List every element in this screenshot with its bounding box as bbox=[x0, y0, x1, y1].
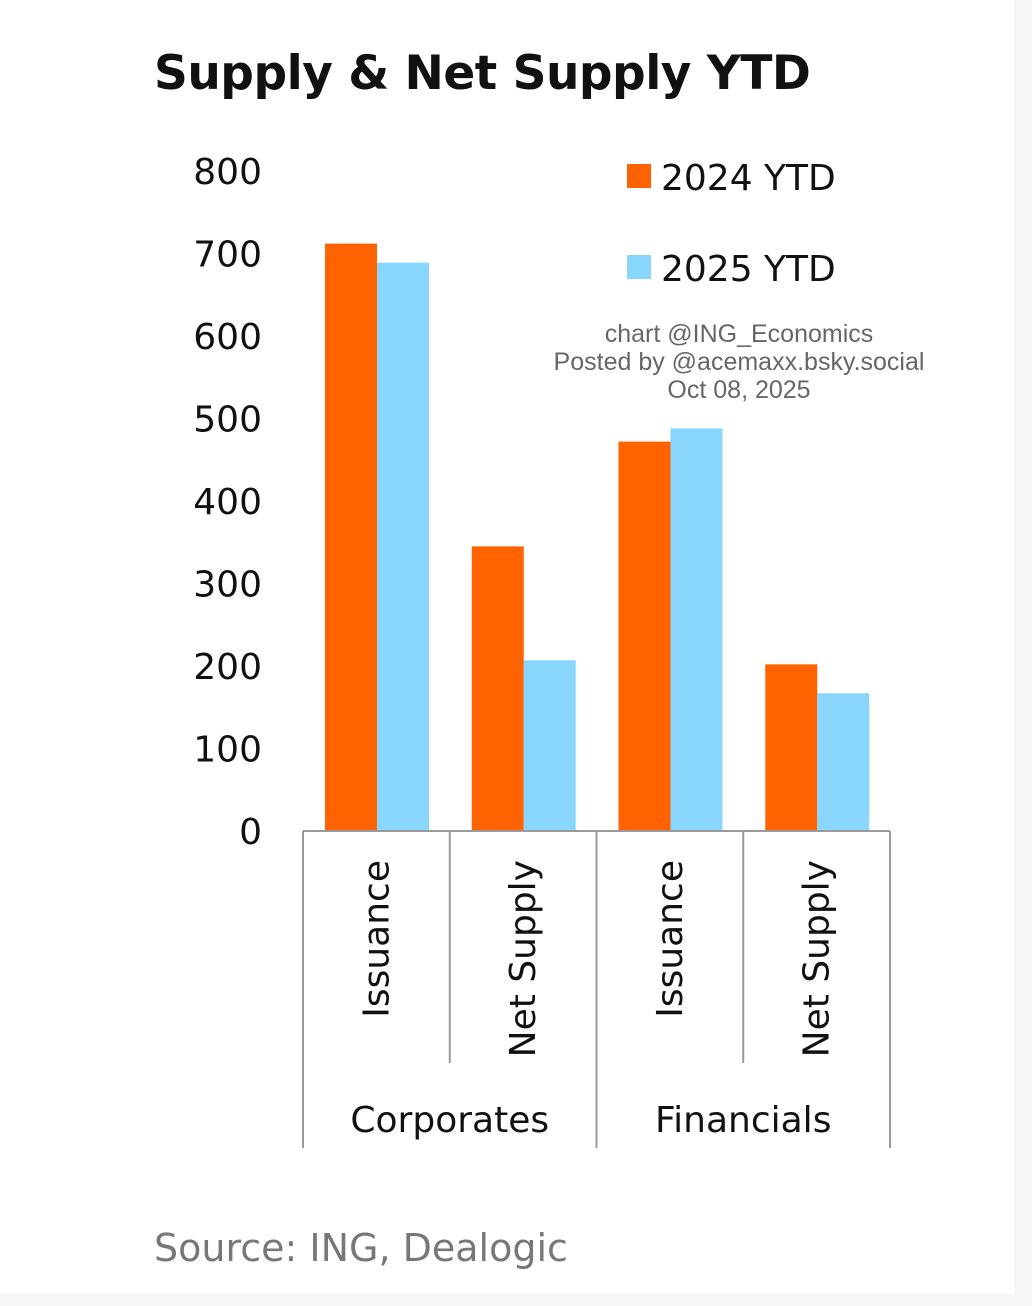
source-note: Source: ING, Dealogic bbox=[154, 1226, 568, 1270]
legend-swatch-2024 bbox=[627, 164, 651, 188]
bar-2025-3 bbox=[817, 693, 870, 831]
y-tick-label-0: 0 bbox=[239, 812, 262, 853]
bar-2024-0 bbox=[325, 243, 377, 832]
legend-label-2025: 2025 YTD bbox=[661, 249, 836, 290]
legend-swatch-2025 bbox=[627, 255, 651, 279]
bar-2024-2 bbox=[618, 441, 671, 831]
bar-2025-0 bbox=[377, 262, 429, 831]
legend-label-2024: 2024 YTD bbox=[661, 158, 836, 199]
x-category-label-0: Issuance bbox=[356, 860, 397, 1018]
y-tick-label-400: 400 bbox=[193, 482, 262, 523]
x-category-label-2: Issuance bbox=[650, 860, 691, 1018]
y-tick-label-800: 800 bbox=[193, 152, 262, 193]
y-tick-label-700: 700 bbox=[193, 235, 262, 276]
x-group-label-financials: Financials bbox=[655, 1100, 831, 1141]
y-tick-label-100: 100 bbox=[193, 730, 262, 771]
bar-2025-2 bbox=[670, 428, 723, 831]
watermark-line-3: Oct 08, 2025 bbox=[667, 376, 811, 404]
y-tick-label-200: 200 bbox=[193, 647, 262, 688]
frame-bottom bbox=[0, 1294, 1032, 1306]
y-tick-label-300: 300 bbox=[193, 565, 262, 606]
watermark-line-2: Posted by @acemaxx.bsky.social bbox=[553, 348, 925, 376]
y-tick-label-500: 500 bbox=[193, 400, 262, 441]
watermark: chart @ING_Economics Posted by @acemaxx.… bbox=[520, 320, 958, 404]
x-group-label-corporates: Corporates bbox=[350, 1100, 549, 1141]
bar-2024-3 bbox=[765, 664, 818, 831]
y-tick-label-600: 600 bbox=[193, 317, 262, 358]
bar-2025-1 bbox=[523, 660, 576, 831]
x-category-label-1: Net Supply bbox=[503, 860, 544, 1057]
bar-2024-1 bbox=[471, 546, 524, 831]
chart-title: Supply & Net Supply YTD bbox=[154, 46, 811, 101]
x-category-label-3: Net Supply bbox=[797, 860, 838, 1057]
watermark-line-1: chart @ING_Economics bbox=[604, 320, 874, 348]
frame-edge bbox=[1014, 0, 1032, 1306]
